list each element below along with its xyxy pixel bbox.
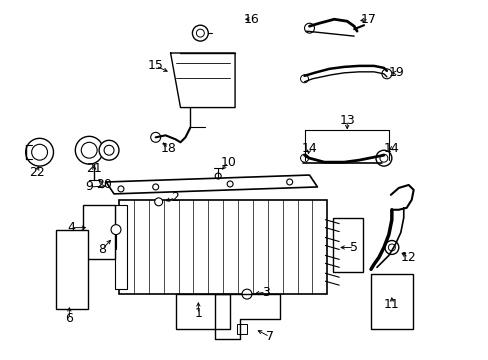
Circle shape (32, 144, 47, 160)
Text: 13: 13 (339, 114, 354, 127)
Circle shape (150, 132, 161, 142)
Text: 11: 11 (383, 297, 399, 311)
Text: 7: 7 (265, 330, 273, 343)
Text: 9: 9 (85, 180, 93, 193)
Circle shape (300, 154, 308, 162)
Circle shape (381, 69, 391, 79)
Circle shape (75, 136, 103, 164)
Text: 15: 15 (147, 59, 163, 72)
Bar (83, 205, 115, 260)
Circle shape (111, 225, 121, 235)
Text: 8: 8 (98, 243, 106, 256)
Circle shape (196, 29, 204, 37)
Bar (370, 274, 412, 329)
Text: 3: 3 (262, 285, 269, 299)
Circle shape (304, 23, 314, 33)
Text: 2: 2 (171, 192, 179, 204)
Circle shape (384, 240, 398, 255)
Circle shape (99, 140, 119, 160)
Circle shape (118, 186, 123, 192)
Circle shape (387, 244, 394, 251)
Circle shape (242, 289, 251, 299)
Text: 10: 10 (220, 156, 236, 168)
Text: 5: 5 (349, 241, 357, 254)
Text: 21: 21 (86, 162, 102, 175)
Text: 4: 4 (67, 221, 75, 234)
Circle shape (300, 75, 308, 83)
Circle shape (81, 142, 97, 158)
Text: 18: 18 (161, 142, 176, 155)
Circle shape (104, 145, 114, 155)
Text: 14: 14 (301, 142, 317, 155)
Text: 20: 20 (96, 179, 112, 192)
Circle shape (192, 25, 208, 41)
Circle shape (26, 138, 53, 166)
Circle shape (375, 150, 391, 166)
Text: 19: 19 (388, 66, 404, 79)
Bar (115, 205, 127, 289)
Bar (237, 324, 246, 334)
Text: 22: 22 (29, 166, 44, 179)
Text: 14: 14 (383, 142, 399, 155)
Bar (333, 218, 362, 272)
Text: 12: 12 (400, 251, 416, 264)
Circle shape (379, 154, 387, 162)
Circle shape (154, 198, 163, 206)
Bar (56, 230, 88, 309)
Circle shape (152, 184, 158, 190)
Bar (119, 200, 326, 294)
Text: 17: 17 (360, 13, 376, 26)
Text: 6: 6 (65, 312, 73, 325)
Text: 16: 16 (244, 13, 259, 26)
Circle shape (215, 173, 221, 179)
Circle shape (226, 181, 233, 187)
Bar (175, 294, 230, 329)
Circle shape (286, 179, 292, 185)
Text: 1: 1 (194, 307, 202, 320)
